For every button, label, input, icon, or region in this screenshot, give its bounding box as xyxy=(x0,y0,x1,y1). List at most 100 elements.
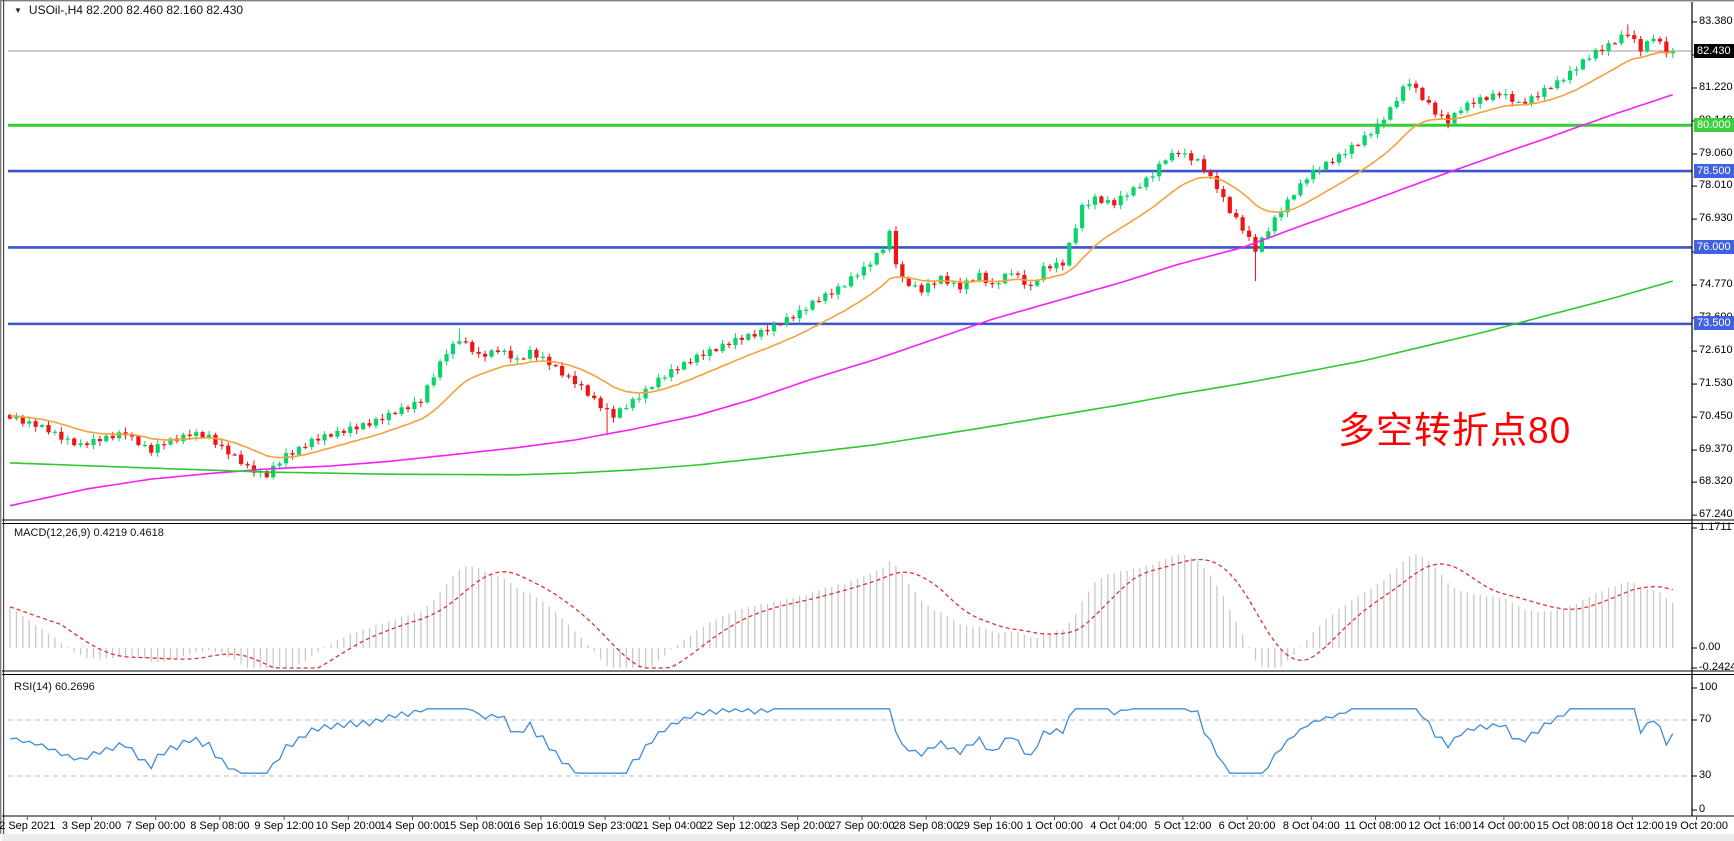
candle-body xyxy=(129,435,135,437)
candle-body xyxy=(277,463,282,466)
ma-fast-line xyxy=(9,51,1673,459)
candle-body xyxy=(1433,102,1438,115)
candle-body xyxy=(784,317,789,325)
candle-body xyxy=(540,356,545,358)
candle-body xyxy=(771,324,777,332)
candle-body xyxy=(521,358,526,360)
candle-body xyxy=(945,275,950,284)
candle-body xyxy=(1330,161,1335,164)
candle-body xyxy=(450,343,456,355)
candle-body xyxy=(1651,38,1656,42)
candle-body xyxy=(335,430,340,437)
candle-body xyxy=(1259,237,1264,252)
candle-body xyxy=(560,366,565,376)
candle-body xyxy=(470,341,475,352)
candle-body xyxy=(553,365,558,367)
ma-slow-line xyxy=(9,280,1673,476)
candle-body xyxy=(604,408,610,410)
candle-body xyxy=(1202,159,1207,172)
candle-body xyxy=(585,385,590,396)
candle-body xyxy=(309,438,314,448)
candle-body xyxy=(1336,154,1342,163)
candle-body xyxy=(707,349,712,356)
candle-body xyxy=(1189,153,1194,161)
candle-body xyxy=(1420,87,1425,100)
candle-body xyxy=(206,434,212,438)
candle-body xyxy=(1542,87,1547,97)
candle-body xyxy=(637,398,642,400)
candle-body xyxy=(1439,114,1444,116)
candle-body xyxy=(1157,163,1162,177)
candle-body xyxy=(444,354,449,362)
candle-body xyxy=(14,416,19,419)
candle-body xyxy=(1246,230,1252,237)
candle-body xyxy=(1632,35,1637,40)
candle-body xyxy=(1214,176,1220,190)
candle-body xyxy=(1465,102,1470,111)
candle-body xyxy=(1324,161,1329,170)
candle-body xyxy=(1266,231,1271,238)
candle-body xyxy=(7,414,13,419)
candle-body xyxy=(1137,187,1143,189)
candle-body xyxy=(823,293,828,301)
rsi-line xyxy=(9,708,1674,774)
candle-body xyxy=(1478,97,1483,104)
candle-body xyxy=(1182,153,1187,155)
window-left-border xyxy=(0,0,2,834)
candle-body xyxy=(977,272,982,281)
candle-body xyxy=(1118,195,1123,206)
candle-body xyxy=(1304,179,1309,184)
candle-body xyxy=(457,341,462,344)
candle-body xyxy=(187,434,192,437)
candle-body xyxy=(861,266,866,276)
candle-body xyxy=(803,309,809,311)
candle-body xyxy=(1291,195,1297,200)
candle-body xyxy=(482,353,488,357)
candle-body xyxy=(1523,101,1528,104)
candle-body xyxy=(1105,200,1110,203)
candle-body xyxy=(20,416,25,424)
candle-body xyxy=(829,293,834,295)
candle-body xyxy=(341,430,346,433)
candle-body xyxy=(970,280,976,282)
candle-body xyxy=(669,369,674,378)
candle-body xyxy=(1670,51,1675,54)
candle-body xyxy=(810,300,815,310)
candle-body xyxy=(33,421,38,427)
candle-body xyxy=(1054,262,1059,269)
candle-body xyxy=(598,398,603,409)
candle-body xyxy=(431,377,436,386)
candle-body xyxy=(1317,169,1322,171)
candle-body xyxy=(1285,199,1290,213)
candle-body xyxy=(752,333,757,337)
candle-body xyxy=(592,395,597,399)
candle-body xyxy=(1535,96,1541,98)
candle-body xyxy=(990,283,995,285)
candle-body xyxy=(1381,119,1386,124)
candle-body xyxy=(1080,205,1085,229)
candle-body xyxy=(913,285,918,287)
candle-body xyxy=(142,444,147,447)
candle-body xyxy=(1028,284,1033,287)
candle-body xyxy=(84,443,90,446)
candle-body xyxy=(816,300,822,302)
candle-body xyxy=(226,445,231,455)
candle-body xyxy=(1112,200,1117,206)
candle-body xyxy=(1619,34,1624,44)
symbol-dropdown-icon[interactable]: ▼ xyxy=(14,5,22,15)
candle-body xyxy=(1388,107,1393,120)
candle-body xyxy=(489,350,494,357)
candle-body xyxy=(418,401,423,403)
candle-body xyxy=(951,282,956,284)
candle-body xyxy=(1484,97,1489,100)
candle-body xyxy=(893,230,899,265)
candle-body xyxy=(1638,39,1643,52)
candle-body xyxy=(675,369,680,371)
candle-body xyxy=(1657,38,1663,42)
candle-body xyxy=(1060,262,1065,266)
candle-body xyxy=(1567,70,1573,81)
candle-body xyxy=(373,418,379,426)
rsi-indicator-label: RSI(14) 60.2696 xyxy=(14,681,95,693)
